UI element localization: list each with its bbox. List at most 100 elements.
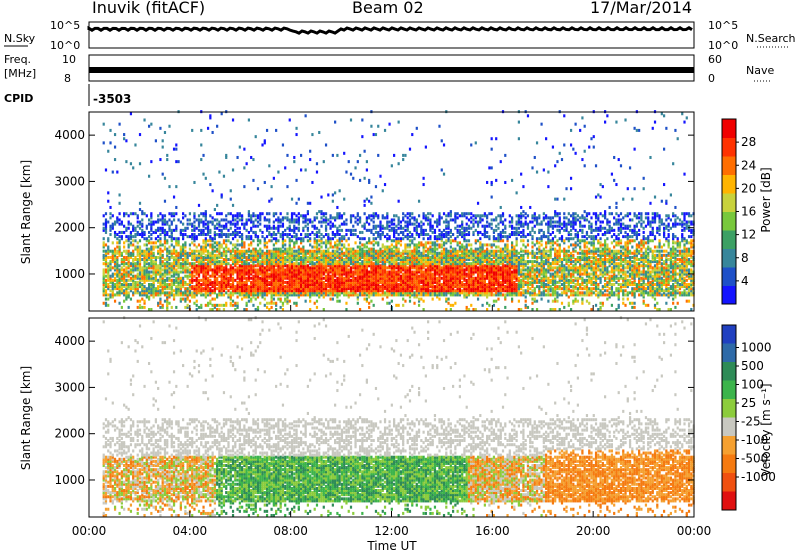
range-gate-cell [211,285,214,289]
range-gate-cell [365,289,368,293]
range-gate-cell [406,262,409,266]
range-gate-cell [138,249,142,253]
range-gate-cell [313,280,316,284]
range-gate-cell [336,247,339,251]
range-gate-cell [127,272,130,276]
range-gate-cell [340,249,344,253]
range-gate-cell [159,291,162,295]
range-gate-cell [193,293,196,297]
range-gate-cell [358,285,362,289]
range-gate-cell [288,260,291,264]
range-gate-cell [461,289,464,293]
range-gate-cell [191,291,194,295]
range-gate-cell [429,285,432,289]
range-gate-cell [245,272,248,276]
range-gate-cell [284,260,287,264]
range-gate-cell [250,297,253,301]
range-gate-cell [193,239,196,243]
range-gate-cell [406,237,409,241]
range-gate-cell [191,128,194,132]
range-gate-cell [111,295,114,299]
range-gate-cell [284,299,287,303]
range-gate-cell [152,285,155,289]
range-gate-cell [318,280,321,284]
range-gate-cell [467,262,471,266]
range-gate-cell [245,251,248,255]
range-gate-cell [386,239,389,243]
range-gate-cell [458,270,462,274]
range-gate-cell [213,255,216,259]
range-gate-cell [200,266,203,270]
range-gate-cell [377,268,380,272]
range-gate-cell [125,139,128,143]
range-gate-cell [123,258,126,262]
range-gate-cell [206,255,210,259]
range-gate-cell [415,276,418,280]
search-tick-top: 10^5 [708,19,738,32]
range-gate-cell [256,249,260,253]
range-gate-cell [386,255,389,259]
range-gate-cell [150,285,153,289]
range-gate-cell [216,293,219,297]
range-gate-cell [202,278,205,282]
range-gate-cell [109,128,112,132]
range-gate-cell [327,291,330,295]
range-gate-cell [109,226,112,230]
range-gate-cell [311,260,314,264]
range-gate-cell [302,216,305,220]
range-gate-cell [211,308,214,311]
range-gate-cell [390,280,393,284]
range-gate-cell [297,276,300,280]
range-gate-cell [295,293,298,297]
range-gate-cell [261,253,264,257]
range-gate-cell [166,291,169,295]
range-gate-cell [256,268,260,272]
range-gate-cell [197,285,201,289]
range-gate-cell [118,193,121,197]
range-gate-cell [120,272,123,276]
range-gate-cell [413,278,416,282]
range-gate-cell [431,249,434,253]
range-gate-cell [372,280,375,284]
range-gate-cell [320,268,323,272]
range-gate-cell [402,276,405,280]
range-gate-cell [343,276,346,280]
range-gate-cell [454,212,457,216]
range-gate-cell [399,237,403,241]
range-gate-cell [170,270,173,274]
range-gate-cell [458,287,462,291]
range-gate-cell [104,262,108,266]
range-gate-cell [136,249,139,253]
range-gate-cell [132,270,135,274]
range-gate-cell [188,247,192,251]
range-gate-cell [182,260,185,264]
range-gate-cell [336,153,339,157]
range-gate-cell [361,255,364,259]
range-gate-cell [461,283,464,287]
range-gate-cell [229,297,232,301]
range-gate-cell [275,303,278,307]
range-gate-cell [361,118,364,122]
range-gate-cell [200,247,203,251]
range-gate-cell [204,216,207,220]
range-gate-cell [238,266,241,270]
range-gate-cell [229,270,232,274]
range-gate-cell [408,253,412,257]
range-gate-cell [293,228,296,232]
range-gate-cell [281,262,285,266]
range-gate-cell [206,230,210,234]
range-gate-cell [336,287,339,291]
range-gate-cell [299,262,303,266]
range-gate-cell [177,262,180,266]
range-gate-cell [270,272,273,276]
range-gate-cell [193,251,196,255]
range-gate-cell [349,285,353,289]
range-gate-cell [170,287,173,291]
range-gate-cell [209,308,212,311]
range-gate-cell [370,218,373,222]
range-gate-cell [381,285,384,289]
range-gate-cell [200,230,203,234]
range-gate-cell [272,224,275,228]
range-gate-cell [390,266,393,270]
range-gate-cell [377,235,380,239]
